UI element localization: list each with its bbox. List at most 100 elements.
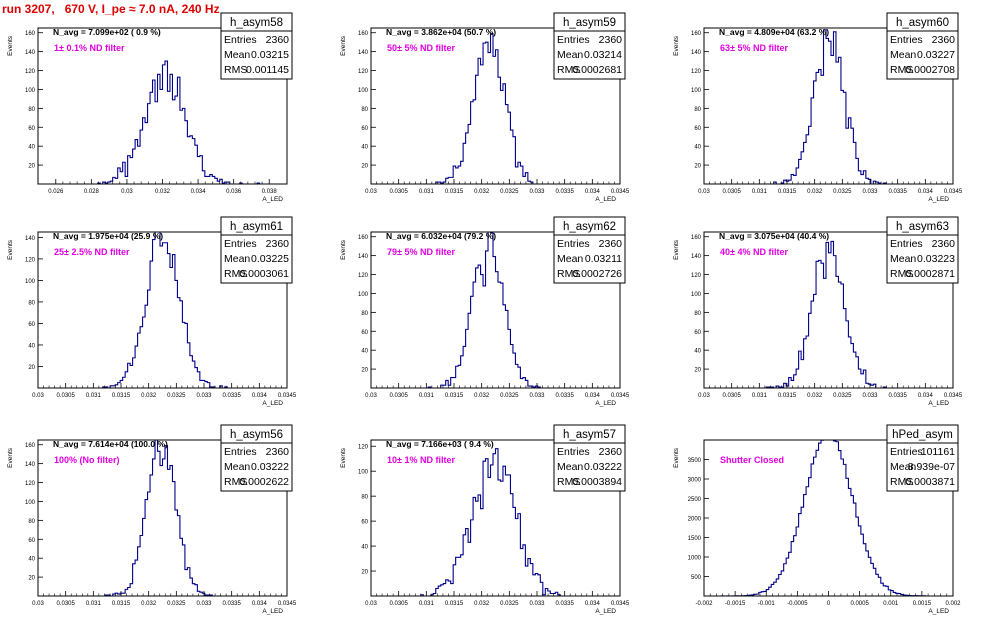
stats-value-rms: 0.0002871 [905, 268, 955, 280]
x-axis-label: A_LED [262, 196, 283, 203]
y-tick-label: 40 [28, 145, 35, 151]
x-tick-label: 0.031 [86, 393, 102, 399]
stats-value-rms: 0.0003894 [572, 476, 622, 488]
y-tick-label: 20 [694, 164, 701, 170]
navg-label: N_avg = 7.099e+02 ( 0.9 %) [53, 27, 161, 37]
x-tick-label: 0.032 [807, 393, 823, 399]
y-tick-label: 60 [28, 538, 35, 544]
x-tick-label: 0.031 [752, 393, 768, 399]
stats-value-mean: 0.03225 [251, 253, 289, 265]
x-tick-label: 0.032 [141, 601, 157, 607]
navg-label: N_avg = 1.975e+04 (25.9 %) [53, 231, 163, 241]
x-tick-label: 0.034 [918, 189, 934, 195]
histogram-name: h_asym59 [563, 17, 616, 29]
stats-label-mean: Mean [557, 253, 583, 265]
y-tick-label: 2500 [688, 497, 702, 503]
x-tick-label: 0.0345 [944, 393, 963, 399]
x-tick-label: 0.0305 [56, 601, 75, 607]
x-tick-label: 0.032 [474, 189, 490, 195]
x-tick-label: 0.03 [698, 393, 710, 399]
histogram-name: h_asym56 [230, 429, 283, 441]
stats-value-rms: 0.0002681 [572, 64, 622, 76]
y-tick-label: 1000 [688, 556, 702, 562]
y-axis-label: Events [673, 239, 680, 260]
x-tick-label: 0.0305 [389, 189, 408, 195]
stats-value-mean: 8.939e-07 [908, 461, 955, 473]
stats-label-mean: Mean [557, 49, 583, 61]
y-tick-label: 40 [694, 349, 701, 355]
y-tick-label: 120 [25, 481, 36, 487]
y-tick-label: 60 [361, 330, 368, 336]
navg-label: N_avg = 3.075e+04 (40.4 %) [719, 231, 829, 241]
run-title: run 3207, 670 V, I_pe ≈ 7.0 nA, 240 Hz [2, 2, 220, 16]
y-tick-label: 100 [358, 88, 369, 94]
stats-value-entries: 2360 [599, 446, 623, 458]
stats-label-mean: Mean [890, 49, 916, 61]
x-tick-label: -0.002 [695, 601, 713, 607]
y-tick-label: 160 [25, 31, 36, 37]
filter-label: 79± 5% ND filter [387, 247, 455, 257]
stats-value-rms: 0.0003871 [905, 476, 955, 488]
x-tick-label: 0.0335 [222, 601, 241, 607]
filter-label: 100% (No filter) [54, 455, 120, 465]
y-tick-label: 2000 [688, 517, 702, 523]
filter-label: 40± 4% ND filter [720, 247, 788, 257]
y-tick-label: 20 [361, 164, 368, 170]
y-tick-label: 140 [25, 236, 36, 242]
y-axis-label: Events [340, 35, 347, 56]
histogram-panel-h_asym56: 0.03 0.0305 0.031 0.0315 0.032 0.0325 0.033 0.0… [7, 424, 297, 615]
histogram-panel-h_asym57: 0.03 0.0305 0.031 0.0315 0.032 0.0325 0.033 0.0… [340, 424, 630, 615]
y-tick-label: 20 [28, 576, 35, 582]
histogram-name: h_asym62 [563, 221, 616, 233]
stats-label-rms: RMS [557, 64, 580, 76]
stats-value-mean: 0.03223 [917, 253, 955, 265]
stats-value-mean: 0.03211 [585, 253, 622, 265]
histogram-panel-h_asym60: 0.03 0.0305 0.031 0.0315 0.032 0.0325 0.033 0.0… [673, 12, 963, 203]
x-axis-label: A_LED [262, 400, 283, 407]
stats-label-mean: Mean [890, 461, 916, 473]
navg-label: N_avg = 7.166e+03 ( 9.4 %) [386, 439, 494, 449]
stats-value-entries: 2360 [932, 34, 956, 46]
y-axis-label: Events [340, 447, 347, 468]
histogram-name: h_asym63 [896, 221, 949, 233]
stats-label-rms: RMS [890, 268, 913, 280]
x-tick-label: 0.0325 [500, 601, 519, 607]
x-tick-label: 0.0325 [833, 189, 852, 195]
x-tick-label: 0.03 [365, 189, 377, 195]
y-tick-label: 60 [694, 330, 701, 336]
histogram-panel-h_asym59: 0.03 0.0305 0.031 0.0315 0.032 0.0325 0.033 0.0… [340, 12, 630, 203]
histogram-panel-h_asym63: 0.03 0.0305 0.031 0.0315 0.032 0.0325 0.033 0.0… [673, 216, 963, 407]
stats-value-entries: 2360 [599, 238, 623, 250]
x-tick-label: 0.031 [419, 393, 435, 399]
y-axis-label: Events [673, 35, 680, 56]
y-tick-label: 120 [358, 445, 369, 451]
y-tick-label: 140 [25, 50, 36, 56]
y-tick-label: 40 [361, 545, 368, 551]
stats-value-mean: 0.03222 [251, 461, 289, 473]
y-tick-label: 500 [691, 575, 702, 581]
x-tick-label: 0.032 [807, 189, 823, 195]
stats-label-entries: Entries [557, 34, 590, 46]
y-tick-label: 120 [358, 273, 369, 279]
plot-frame [37, 439, 288, 597]
y-tick-label: 120 [358, 69, 369, 75]
x-tick-label: 0.034 [252, 601, 268, 607]
y-tick-label: 60 [694, 126, 701, 132]
x-axis-label: A_LED [928, 400, 949, 407]
stats-box [553, 234, 626, 284]
stats-value-entries: 2360 [932, 238, 956, 250]
x-tick-label: 0.0345 [278, 601, 297, 607]
x-tick-label: 0.0345 [611, 189, 630, 195]
x-tick-label: 0.0345 [944, 189, 963, 195]
x-tick-label: 0.031 [419, 189, 435, 195]
y-tick-label: 80 [28, 107, 35, 113]
y-axis-label: Events [7, 447, 14, 468]
histogram-panel-h_asym61: 0.03 0.0305 0.031 0.0315 0.032 0.0325 0.033 0.0… [7, 216, 297, 407]
stats-label-entries: Entries [557, 238, 590, 250]
stats-label-rms: RMS [557, 476, 580, 488]
y-tick-label: 60 [28, 126, 35, 132]
x-tick-label: 0.0335 [555, 601, 574, 607]
stats-label-rms: RMS [890, 64, 913, 76]
x-axis-label: A_LED [595, 608, 616, 615]
